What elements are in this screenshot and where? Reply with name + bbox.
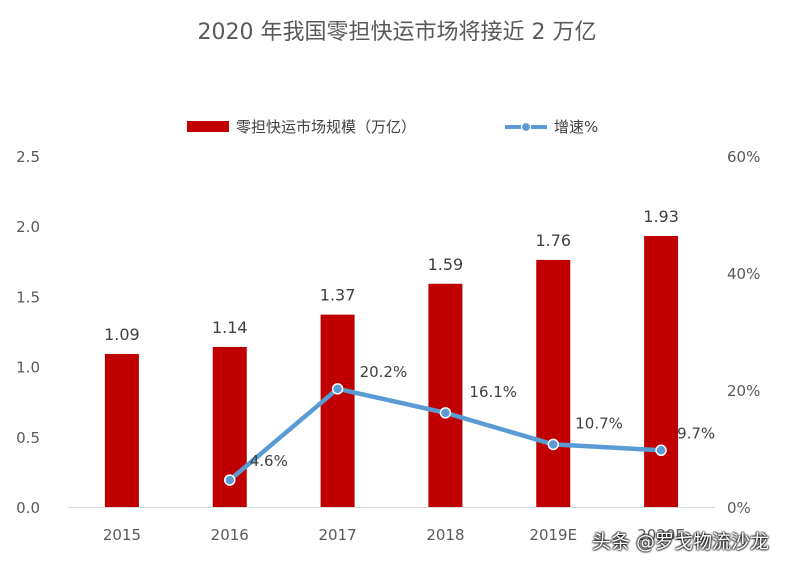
watermark: 头条 @罗戈物流沙龙 bbox=[592, 531, 770, 553]
legend: 零担快运市场规模（万亿） 增速% bbox=[187, 118, 598, 136]
x-tick-label: 2018 bbox=[426, 526, 464, 544]
growth-data-label: 4.6% bbox=[250, 452, 288, 470]
bar bbox=[320, 314, 355, 507]
growth-data-label: 10.7% bbox=[575, 414, 623, 432]
bar bbox=[428, 283, 463, 507]
x-tick-label: 2016 bbox=[211, 526, 249, 544]
growth-data-label: 9.7% bbox=[677, 424, 715, 442]
y-right-tick-label: 20% bbox=[727, 382, 760, 400]
x-axis: 2015 2016 2017 2018 2019E 2020E bbox=[68, 507, 715, 544]
bar bbox=[104, 353, 139, 507]
bar bbox=[644, 236, 679, 507]
y-left-tick-label: 0.5 bbox=[16, 429, 40, 447]
bar-data-label: 1.37 bbox=[320, 286, 356, 305]
growth-marker bbox=[331, 383, 344, 395]
growth-data-label: 16.1% bbox=[469, 383, 517, 401]
y-left-tick-label: 2.0 bbox=[16, 218, 40, 236]
bar-data-label: 1.59 bbox=[428, 255, 464, 274]
y-left-tick-label: 2.5 bbox=[16, 148, 40, 166]
legend-marker-line bbox=[520, 121, 532, 133]
bar-data-label: 1.76 bbox=[535, 231, 571, 250]
line-series: 4.6% 20.2% 16.1% 10.7% 9.7% bbox=[224, 363, 715, 486]
x-tick-label: 2020E bbox=[637, 526, 685, 544]
chart-title: 2020 年我国零担快运市场将接近 2 万亿 bbox=[197, 20, 597, 45]
y-right-tick-label: 60% bbox=[727, 148, 760, 166]
y-right-tick-label: 40% bbox=[727, 265, 760, 283]
growth-marker bbox=[439, 407, 452, 419]
legend-label-bar: 零担快运市场规模（万亿） bbox=[236, 118, 416, 136]
legend-label-line: 增速% bbox=[554, 118, 598, 136]
y-left-tick-label: 1.0 bbox=[16, 359, 40, 377]
x-tick-label: 2017 bbox=[318, 526, 356, 544]
bar-series: 1.09 1.14 1.37 1.59 1.76 1.93 bbox=[104, 207, 679, 507]
y-axis-left: 0.0 0.5 1.0 1.5 2.0 2.5 bbox=[16, 148, 40, 517]
growth-data-label: 20.2% bbox=[360, 363, 408, 381]
y-right-tick-label: 0% bbox=[727, 499, 751, 517]
y-left-tick-label: 0.0 bbox=[16, 499, 40, 517]
y-left-tick-label: 1.5 bbox=[16, 288, 40, 306]
legend-swatch-bar bbox=[187, 121, 229, 132]
y-axis-right: 0% 20% 40% 60% bbox=[727, 148, 760, 517]
x-tick-label: 2019E bbox=[529, 526, 577, 544]
bar-data-label: 1.93 bbox=[643, 207, 679, 226]
growth-marker bbox=[547, 438, 559, 451]
bar-data-label: 1.14 bbox=[212, 318, 248, 337]
bar-data-label: 1.09 bbox=[104, 325, 140, 344]
growth-marker bbox=[655, 444, 667, 457]
growth-marker bbox=[224, 474, 236, 486]
bar bbox=[536, 259, 571, 507]
x-tick-label: 2015 bbox=[103, 526, 141, 544]
